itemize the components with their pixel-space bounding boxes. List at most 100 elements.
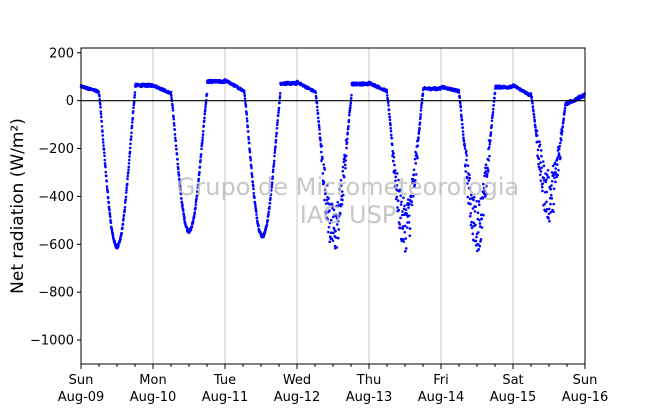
x-tick-label-weekday: Thu — [356, 373, 381, 388]
data-point — [323, 168, 327, 171]
data-point — [130, 126, 134, 130]
data-point — [545, 173, 549, 177]
data-point — [334, 213, 338, 216]
data-point — [317, 125, 321, 129]
data-point — [544, 180, 548, 184]
data-point — [180, 197, 183, 200]
data-point — [100, 125, 104, 128]
data-point — [492, 104, 496, 107]
data-point — [387, 108, 391, 111]
data-point — [111, 234, 115, 238]
data-point — [534, 125, 537, 129]
data-point — [175, 152, 179, 156]
y-axis: 200 0 −200 −400 −600 −800 −1000 — [30, 46, 81, 349]
data-point — [474, 223, 477, 227]
data-point — [476, 211, 480, 215]
data-point — [457, 88, 461, 92]
data-point — [475, 235, 478, 239]
data-point — [474, 239, 478, 243]
data-point — [402, 240, 406, 243]
data-point — [389, 133, 393, 137]
data-point — [401, 238, 405, 241]
data-point — [108, 215, 112, 219]
data-point — [268, 205, 271, 209]
data-point — [176, 167, 180, 171]
data-point — [179, 188, 182, 191]
data-point — [178, 181, 182, 185]
data-point — [547, 207, 551, 211]
data-point — [420, 97, 424, 101]
data-point — [401, 227, 405, 230]
data-point — [468, 173, 471, 177]
data-point — [196, 186, 200, 189]
data-point — [342, 160, 346, 164]
data-point — [103, 154, 106, 158]
data-point — [420, 103, 423, 107]
x-tick-label-weekday: Fri — [433, 373, 449, 388]
data-point — [394, 197, 398, 201]
data-point — [477, 200, 481, 203]
data-point — [530, 95, 534, 99]
data-point — [204, 101, 208, 104]
data-point — [203, 116, 206, 120]
data-point — [272, 162, 276, 165]
y-tick-label: −400 — [38, 190, 74, 205]
data-point — [125, 186, 129, 190]
data-point — [196, 190, 199, 194]
data-point — [477, 248, 481, 251]
data-point — [538, 173, 542, 177]
data-point — [387, 104, 390, 107]
data-point — [175, 147, 178, 151]
data-point — [131, 116, 135, 120]
data-point — [318, 128, 321, 131]
data-point — [172, 124, 176, 127]
data-point — [99, 112, 103, 116]
data-point — [176, 158, 179, 161]
data-point — [466, 195, 470, 199]
x-tick-label-date: Aug-09 — [58, 390, 105, 405]
data-point — [552, 210, 555, 214]
data-point — [127, 162, 131, 165]
data-point — [349, 101, 353, 105]
data-point — [321, 156, 324, 160]
data-point — [117, 244, 120, 248]
data-point — [485, 175, 489, 178]
data-point — [123, 201, 127, 204]
data-point — [189, 228, 193, 232]
data-point — [120, 231, 124, 235]
y-tick-label: 0 — [66, 94, 74, 109]
data-point — [200, 147, 203, 151]
data-point — [253, 196, 256, 200]
data-point — [201, 133, 205, 136]
data-point — [174, 144, 178, 148]
data-point — [420, 101, 424, 105]
data-point — [200, 144, 204, 147]
data-point — [314, 96, 318, 100]
data-point — [332, 227, 336, 231]
data-point — [273, 154, 276, 158]
data-point — [123, 208, 127, 212]
data-point — [471, 232, 475, 236]
data-point — [537, 162, 540, 166]
data-point — [108, 208, 111, 212]
data-point — [547, 212, 551, 216]
data-point — [276, 119, 280, 122]
data-point — [108, 213, 112, 216]
data-point — [328, 240, 332, 244]
data-point — [468, 197, 472, 201]
data-point — [458, 96, 462, 99]
data-point — [254, 205, 257, 208]
data-point — [318, 132, 322, 136]
data-point — [469, 193, 473, 197]
data-point — [542, 164, 546, 168]
data-point — [417, 130, 421, 134]
data-point — [201, 136, 205, 139]
data-point — [539, 161, 542, 164]
data-point — [326, 217, 330, 221]
data-point — [532, 109, 535, 113]
data-point — [475, 199, 479, 203]
data-point — [460, 115, 463, 119]
data-point — [414, 162, 418, 165]
data-point — [461, 126, 465, 129]
watermark-line-1: Grupo de Micrometeorologia — [177, 173, 519, 201]
